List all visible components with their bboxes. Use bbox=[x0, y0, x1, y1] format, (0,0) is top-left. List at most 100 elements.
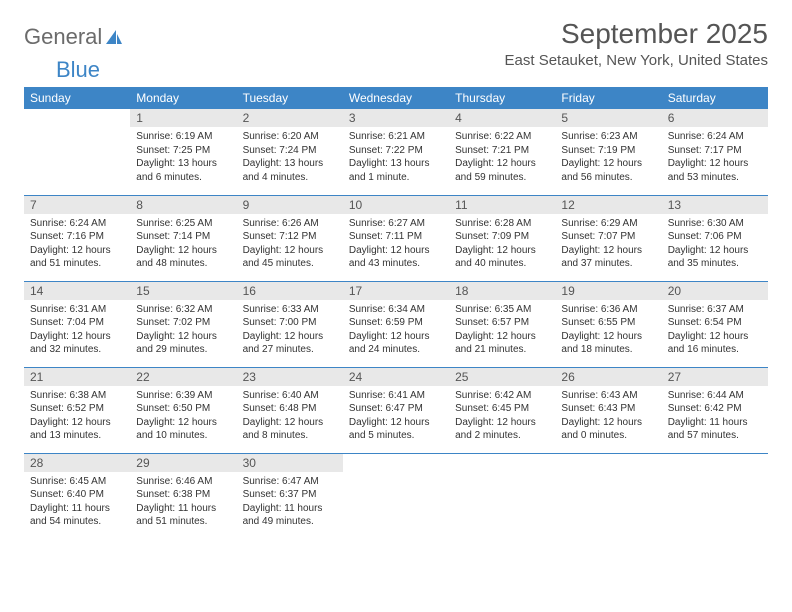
day-number: 20 bbox=[662, 282, 768, 300]
sunrise-text: Sunrise: 6:47 AM bbox=[243, 475, 337, 489]
day-details: Sunrise: 6:23 AMSunset: 7:19 PMDaylight:… bbox=[555, 127, 661, 188]
sunset-text: Sunset: 6:45 PM bbox=[455, 402, 549, 416]
day-number bbox=[662, 454, 768, 472]
daylight-text: Daylight: 11 hours and 49 minutes. bbox=[243, 502, 337, 529]
day-details: Sunrise: 6:21 AMSunset: 7:22 PMDaylight:… bbox=[343, 127, 449, 188]
sunrise-text: Sunrise: 6:35 AM bbox=[455, 303, 549, 317]
sunrise-text: Sunrise: 6:30 AM bbox=[668, 217, 762, 231]
sunrise-text: Sunrise: 6:36 AM bbox=[561, 303, 655, 317]
sunset-text: Sunset: 7:00 PM bbox=[243, 316, 337, 330]
calendar-day-cell: 15Sunrise: 6:32 AMSunset: 7:02 PMDayligh… bbox=[130, 281, 236, 367]
day-details: Sunrise: 6:44 AMSunset: 6:42 PMDaylight:… bbox=[662, 386, 768, 447]
sunset-text: Sunset: 7:04 PM bbox=[30, 316, 124, 330]
calendar-day-cell: 16Sunrise: 6:33 AMSunset: 7:00 PMDayligh… bbox=[237, 281, 343, 367]
sunrise-text: Sunrise: 6:44 AM bbox=[668, 389, 762, 403]
day-details: Sunrise: 6:27 AMSunset: 7:11 PMDaylight:… bbox=[343, 214, 449, 275]
day-number: 9 bbox=[237, 196, 343, 214]
calendar-week-row: 21Sunrise: 6:38 AMSunset: 6:52 PMDayligh… bbox=[24, 367, 768, 453]
daylight-text: Daylight: 12 hours and 10 minutes. bbox=[136, 416, 230, 443]
day-number: 8 bbox=[130, 196, 236, 214]
sunrise-text: Sunrise: 6:37 AM bbox=[668, 303, 762, 317]
calendar-day-cell: 19Sunrise: 6:36 AMSunset: 6:55 PMDayligh… bbox=[555, 281, 661, 367]
sunset-text: Sunset: 6:55 PM bbox=[561, 316, 655, 330]
day-number bbox=[449, 454, 555, 472]
day-details: Sunrise: 6:40 AMSunset: 6:48 PMDaylight:… bbox=[237, 386, 343, 447]
calendar-day-cell bbox=[662, 453, 768, 539]
daylight-text: Daylight: 12 hours and 56 minutes. bbox=[561, 157, 655, 184]
day-details: Sunrise: 6:42 AMSunset: 6:45 PMDaylight:… bbox=[449, 386, 555, 447]
sunset-text: Sunset: 6:48 PM bbox=[243, 402, 337, 416]
weekday-header: Saturday bbox=[662, 87, 768, 109]
calendar-day-cell: 21Sunrise: 6:38 AMSunset: 6:52 PMDayligh… bbox=[24, 367, 130, 453]
calendar-day-cell bbox=[555, 453, 661, 539]
day-details: Sunrise: 6:24 AMSunset: 7:16 PMDaylight:… bbox=[24, 214, 130, 275]
day-details: Sunrise: 6:24 AMSunset: 7:17 PMDaylight:… bbox=[662, 127, 768, 188]
daylight-text: Daylight: 13 hours and 4 minutes. bbox=[243, 157, 337, 184]
day-details: Sunrise: 6:30 AMSunset: 7:06 PMDaylight:… bbox=[662, 214, 768, 275]
day-details: Sunrise: 6:22 AMSunset: 7:21 PMDaylight:… bbox=[449, 127, 555, 188]
sunset-text: Sunset: 7:16 PM bbox=[30, 230, 124, 244]
day-number: 21 bbox=[24, 368, 130, 386]
day-details: Sunrise: 6:32 AMSunset: 7:02 PMDaylight:… bbox=[130, 300, 236, 361]
calendar-day-cell: 25Sunrise: 6:42 AMSunset: 6:45 PMDayligh… bbox=[449, 367, 555, 453]
sunrise-text: Sunrise: 6:41 AM bbox=[349, 389, 443, 403]
sunrise-text: Sunrise: 6:43 AM bbox=[561, 389, 655, 403]
calendar-day-cell: 1Sunrise: 6:19 AMSunset: 7:25 PMDaylight… bbox=[130, 109, 236, 195]
sunrise-text: Sunrise: 6:42 AM bbox=[455, 389, 549, 403]
daylight-text: Daylight: 12 hours and 40 minutes. bbox=[455, 244, 549, 271]
sunset-text: Sunset: 6:47 PM bbox=[349, 402, 443, 416]
sunrise-text: Sunrise: 6:32 AM bbox=[136, 303, 230, 317]
daylight-text: Daylight: 12 hours and 27 minutes. bbox=[243, 330, 337, 357]
day-details: Sunrise: 6:46 AMSunset: 6:38 PMDaylight:… bbox=[130, 472, 236, 533]
day-details: Sunrise: 6:25 AMSunset: 7:14 PMDaylight:… bbox=[130, 214, 236, 275]
day-details: Sunrise: 6:19 AMSunset: 7:25 PMDaylight:… bbox=[130, 127, 236, 188]
day-details: Sunrise: 6:37 AMSunset: 6:54 PMDaylight:… bbox=[662, 300, 768, 361]
daylight-text: Daylight: 12 hours and 8 minutes. bbox=[243, 416, 337, 443]
sunrise-text: Sunrise: 6:27 AM bbox=[349, 217, 443, 231]
daylight-text: Daylight: 12 hours and 32 minutes. bbox=[30, 330, 124, 357]
sunset-text: Sunset: 6:59 PM bbox=[349, 316, 443, 330]
day-number: 15 bbox=[130, 282, 236, 300]
calendar-week-row: 7Sunrise: 6:24 AMSunset: 7:16 PMDaylight… bbox=[24, 195, 768, 281]
day-number: 4 bbox=[449, 109, 555, 127]
calendar-week-row: 28Sunrise: 6:45 AMSunset: 6:40 PMDayligh… bbox=[24, 453, 768, 539]
calendar-week-row: 14Sunrise: 6:31 AMSunset: 7:04 PMDayligh… bbox=[24, 281, 768, 367]
calendar-day-cell: 12Sunrise: 6:29 AMSunset: 7:07 PMDayligh… bbox=[555, 195, 661, 281]
sunrise-text: Sunrise: 6:45 AM bbox=[30, 475, 124, 489]
daylight-text: Daylight: 12 hours and 29 minutes. bbox=[136, 330, 230, 357]
sunrise-text: Sunrise: 6:40 AM bbox=[243, 389, 337, 403]
day-details: Sunrise: 6:28 AMSunset: 7:09 PMDaylight:… bbox=[449, 214, 555, 275]
day-details: Sunrise: 6:34 AMSunset: 6:59 PMDaylight:… bbox=[343, 300, 449, 361]
day-number: 11 bbox=[449, 196, 555, 214]
calendar-day-cell bbox=[343, 453, 449, 539]
sunrise-text: Sunrise: 6:38 AM bbox=[30, 389, 124, 403]
calendar-day-cell: 11Sunrise: 6:28 AMSunset: 7:09 PMDayligh… bbox=[449, 195, 555, 281]
day-details: Sunrise: 6:41 AMSunset: 6:47 PMDaylight:… bbox=[343, 386, 449, 447]
day-details: Sunrise: 6:31 AMSunset: 7:04 PMDaylight:… bbox=[24, 300, 130, 361]
day-number: 10 bbox=[343, 196, 449, 214]
daylight-text: Daylight: 12 hours and 18 minutes. bbox=[561, 330, 655, 357]
day-details: Sunrise: 6:38 AMSunset: 6:52 PMDaylight:… bbox=[24, 386, 130, 447]
daylight-text: Daylight: 12 hours and 45 minutes. bbox=[243, 244, 337, 271]
daylight-text: Daylight: 12 hours and 24 minutes. bbox=[349, 330, 443, 357]
weekday-header: Wednesday bbox=[343, 87, 449, 109]
day-number: 23 bbox=[237, 368, 343, 386]
day-number: 25 bbox=[449, 368, 555, 386]
day-number: 29 bbox=[130, 454, 236, 472]
sunset-text: Sunset: 7:12 PM bbox=[243, 230, 337, 244]
sunset-text: Sunset: 6:42 PM bbox=[668, 402, 762, 416]
daylight-text: Daylight: 12 hours and 0 minutes. bbox=[561, 416, 655, 443]
calendar-day-cell: 8Sunrise: 6:25 AMSunset: 7:14 PMDaylight… bbox=[130, 195, 236, 281]
day-number: 16 bbox=[237, 282, 343, 300]
weekday-header: Thursday bbox=[449, 87, 555, 109]
daylight-text: Daylight: 12 hours and 51 minutes. bbox=[30, 244, 124, 271]
day-number: 30 bbox=[237, 454, 343, 472]
sunset-text: Sunset: 7:19 PM bbox=[561, 144, 655, 158]
sunset-text: Sunset: 6:50 PM bbox=[136, 402, 230, 416]
day-number: 26 bbox=[555, 368, 661, 386]
sunrise-text: Sunrise: 6:22 AM bbox=[455, 130, 549, 144]
calendar-day-cell: 18Sunrise: 6:35 AMSunset: 6:57 PMDayligh… bbox=[449, 281, 555, 367]
day-number: 18 bbox=[449, 282, 555, 300]
weekday-header-row: Sunday Monday Tuesday Wednesday Thursday… bbox=[24, 87, 768, 109]
calendar-day-cell: 3Sunrise: 6:21 AMSunset: 7:22 PMDaylight… bbox=[343, 109, 449, 195]
